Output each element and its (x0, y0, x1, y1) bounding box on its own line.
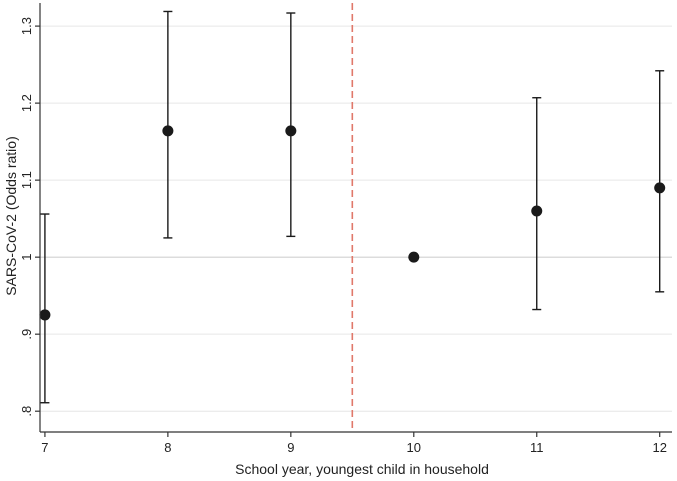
data-point-8 (162, 125, 174, 137)
data-point-11 (531, 205, 543, 217)
gridlines (40, 25, 672, 412)
x-tick-labels: 7 8 9 10 11 12 (41, 440, 667, 455)
y-tick-label-0: .8 (19, 406, 34, 417)
y-axis-title: SARS-CoV-2 (Odds ratio) (3, 136, 19, 296)
x-tick-label-5: 12 (652, 440, 666, 455)
data-point-12 (654, 182, 666, 194)
y-tick-label-4: 1.2 (19, 94, 34, 112)
data-points (39, 125, 666, 321)
data-point-10 (408, 251, 420, 263)
y-tick-labels: .8 .9 1 1.1 1.2 1.3 (19, 17, 34, 417)
x-tick-label-1: 8 (164, 440, 171, 455)
error-bars (40, 10, 665, 404)
data-point-7 (39, 309, 51, 321)
y-tick-label-2: 1 (19, 254, 34, 261)
data-point-9 (285, 125, 297, 137)
x-tick-label-0: 7 (41, 440, 48, 455)
axes (35, 3, 672, 437)
x-tick-label-2: 9 (287, 440, 294, 455)
y-tick-label-5: 1.3 (19, 17, 34, 35)
x-tick-label-4: 11 (530, 440, 544, 455)
x-axis-title: School year, youngest child in household (235, 461, 489, 477)
x-tick-label-3: 10 (407, 440, 421, 455)
y-tick-label-3: 1.1 (19, 171, 34, 189)
y-tick-label-1: .9 (19, 329, 34, 340)
